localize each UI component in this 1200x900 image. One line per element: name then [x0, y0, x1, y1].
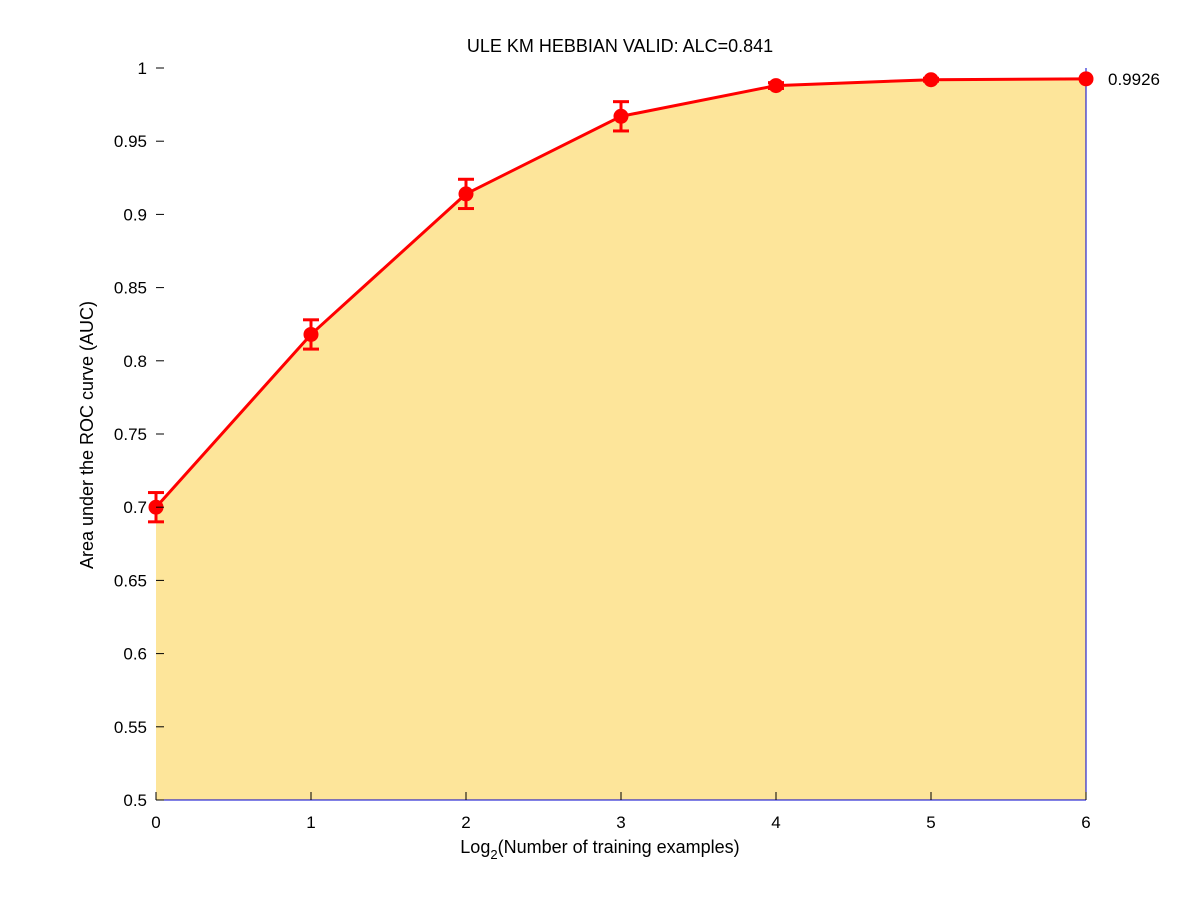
data-point	[1078, 71, 1094, 87]
chart-title: ULE KM HEBBIAN VALID: ALC=0.841	[467, 36, 773, 56]
area-fill	[156, 78, 1086, 800]
x-axis-label-main: Log	[460, 837, 490, 857]
data-point	[613, 108, 629, 124]
y-tick-label: 0.55	[114, 718, 147, 737]
x-tick-label: 5	[926, 813, 935, 832]
data-point	[303, 326, 319, 342]
y-tick-label: 1	[138, 59, 147, 78]
y-axis-label: Area under the ROC curve (AUC)	[77, 301, 97, 569]
x-axis-label: Log2(Number of training examples)	[460, 837, 739, 862]
y-tick-label: 0.5	[123, 791, 147, 810]
x-tick-label: 2	[461, 813, 470, 832]
ticks-layer: 0 1 2 3 4 5 6 0.5 0.55 0.6 0.65 0.7 0.75 0.8 0.85 0.9 0.…	[114, 59, 1091, 832]
y-tick-label: 0.8	[123, 352, 147, 371]
x-tick-label: 6	[1081, 813, 1090, 832]
y-tick-label: 0.7	[123, 498, 147, 517]
y-tick-label: 0.65	[114, 571, 147, 590]
x-tick-label: 0	[151, 813, 160, 832]
x-tick-label: 1	[306, 813, 315, 832]
y-tick-label: 0.75	[114, 425, 147, 444]
y-tick-label: 0.9	[123, 205, 147, 224]
data-point	[923, 72, 939, 88]
end-value-label: 0.9926	[1108, 70, 1160, 89]
area-under-curve-layer	[156, 78, 1086, 800]
x-axis-label-rest: (Number of training examples)	[498, 837, 740, 857]
data-point	[768, 78, 784, 94]
y-tick-label: 0.95	[114, 132, 147, 151]
y-tick-label: 0.85	[114, 279, 147, 298]
data-point	[458, 186, 474, 202]
x-axis-label-subscript: 2	[490, 847, 497, 862]
series-layer	[148, 71, 1094, 524]
y-tick-label: 0.6	[123, 645, 147, 664]
x-tick-label: 4	[771, 813, 780, 832]
x-tick-label: 3	[616, 813, 625, 832]
